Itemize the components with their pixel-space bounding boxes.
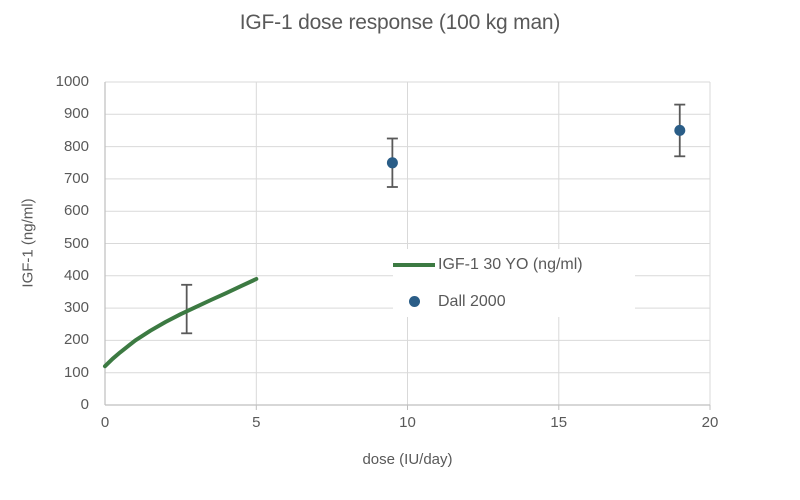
x-tick-label: 10 (399, 414, 416, 431)
y-tick-label: 800 (63, 137, 89, 155)
legend-label-line-series: IGF-1 30 YO (ng/ml) (438, 255, 583, 273)
chart-title: IGF-1 dose response (100 kg man) (239, 11, 561, 34)
y-tick-label: 900 (63, 105, 89, 123)
x-tick-label: 15 (550, 414, 568, 431)
y-tick-label: 200 (63, 331, 89, 349)
scatter-series-swatch-icon (393, 296, 435, 307)
legend: IGF-1 30 YO (ng/ml) Dall 2000 (393, 249, 635, 317)
y-tick-label: 0 (80, 396, 89, 413)
y-tick-label: 100 (63, 363, 89, 381)
line-series-swatch-icon (393, 262, 435, 267)
y-tick-label: 600 (63, 202, 89, 220)
legend-item-scatter-series: Dall 2000 (393, 286, 635, 317)
x-axis-title: dose (IU/day) (362, 451, 453, 468)
y-axis-title-text: IGF-1 (ng/ml) (19, 198, 37, 288)
y-tick-label: 400 (63, 266, 89, 284)
scatter-data-point (674, 124, 686, 136)
y-tick-label: 300 (63, 299, 89, 317)
y-tick-label: 700 (63, 169, 89, 187)
x-tick-label: 5 (252, 414, 261, 431)
y-tick-label: 500 (63, 234, 89, 252)
line-series-path (103, 277, 259, 369)
x-tick-label: 0 (100, 414, 110, 431)
x-tick-label: 20 (701, 414, 719, 431)
y-tick-label: 1000 (55, 73, 89, 90)
scatter-data-point (386, 157, 398, 169)
legend-item-line-series: IGF-1 30 YO (ng/ml) (393, 249, 635, 280)
legend-label-scatter-series: Dall 2000 (438, 292, 506, 310)
